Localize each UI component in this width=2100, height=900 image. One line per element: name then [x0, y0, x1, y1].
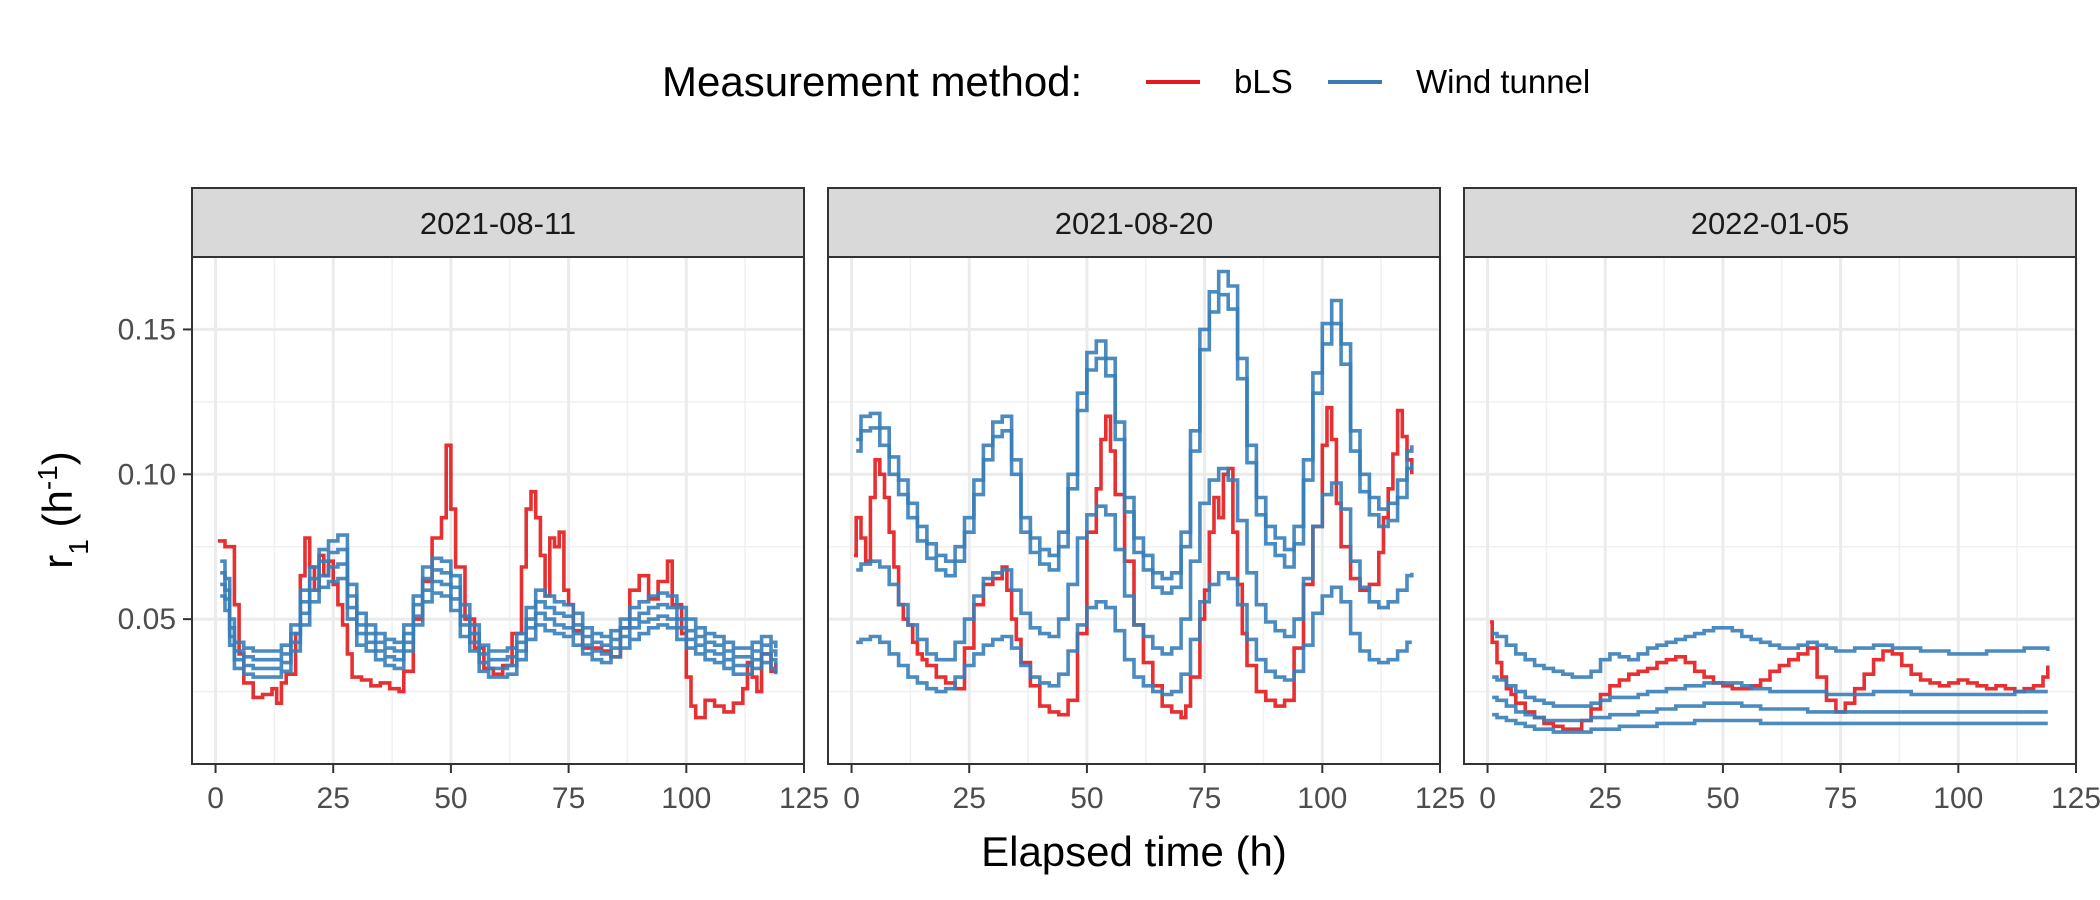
series-line-wind-tunnel-2: [856, 292, 1414, 595]
x-tick-label: 75: [1188, 782, 1221, 815]
strip-background: [827, 187, 1441, 258]
x-tick-label: 0: [843, 782, 860, 815]
y-tick-label: 0.05: [118, 603, 176, 636]
x-tick-label: 50: [1070, 782, 1103, 815]
x-tick-label: 0: [1479, 782, 1496, 815]
panel-background: [192, 257, 804, 764]
x-tick-label: 25: [1589, 782, 1622, 815]
strip-label: 2021-08-20: [1055, 206, 1214, 241]
series-line-wind-tunnel-3: [220, 562, 778, 671]
x-tick-label: 50: [1706, 782, 1739, 815]
series-line-wind-tunnel-1: [220, 533, 778, 653]
x-tick-label: 125: [779, 782, 829, 815]
x-axis-title-group: Elapsed time (h): [981, 828, 1287, 875]
x-tick-label: 125: [1415, 782, 1465, 815]
x-tick-label: 25: [317, 782, 350, 815]
series-line-wind-tunnel-4: [220, 576, 778, 679]
strip-label: 2022-01-05: [1691, 206, 1850, 241]
strip-label: 2021-08-11: [420, 206, 576, 241]
strip-background: [191, 187, 805, 258]
y-tick-label: 0.10: [118, 458, 176, 491]
x-tick-label: 0: [207, 782, 224, 815]
y-axis-title-unit-open: (h: [34, 490, 81, 539]
y-axis-title-main: r: [34, 555, 81, 569]
y-axis-title-superscript: -1: [32, 465, 63, 490]
series-line-wind-tunnel-3: [1492, 695, 2048, 723]
x-tick-label: 25: [953, 782, 986, 815]
y-axis-title-group: r1 (h-1): [32, 451, 94, 569]
panels: 2021-08-110 25 50 75 100 1250.050.100.152021-…: [118, 187, 2100, 815]
strip-background: [1463, 187, 2077, 258]
y-axis-title-unit-close: ): [34, 451, 81, 465]
series-line-bls-0: [217, 443, 778, 720]
x-tick-label: 100: [661, 782, 711, 815]
y-tick-label: 0.15: [118, 313, 176, 346]
x-tick-label: 50: [434, 782, 467, 815]
series-line-wind-tunnel-1: [1492, 626, 2050, 679]
x-tick-label: 100: [1297, 782, 1347, 815]
panel-2021-08-20: 2021-08-20 0 25 50 75 100 125: [827, 187, 1465, 815]
series-line-wind-tunnel-2: [1492, 675, 2048, 708]
x-axis-title: Elapsed time (h): [981, 828, 1287, 875]
y-axis-title: r1 (h-1): [32, 451, 94, 569]
panel-2021-08-11: 2021-08-11 0 25 50 75 100 125 0.05 0.10 0.15: [118, 187, 829, 815]
series-line-wind-tunnel-3: [856, 466, 1414, 662]
legend-label-wind-tunnel: Wind tunnel: [1416, 63, 1590, 100]
series-line-bls-0: [853, 405, 1414, 720]
series-line-wind-tunnel-4: [856, 571, 1412, 697]
legend-label-bls: bLS: [1234, 63, 1293, 100]
panel-2022-01-05: 2022-01-05 0 25 50 75 100 125: [1463, 187, 2100, 815]
series-line-wind-tunnel-4: [1492, 712, 2048, 734]
series-line-wind-tunnel-2: [220, 547, 778, 662]
legend-title: Measurement method:: [662, 58, 1082, 105]
legend: Measurement method: bLS Wind tunnel: [662, 58, 1590, 105]
x-tick-label: 75: [1824, 782, 1857, 815]
x-tick-label: 75: [552, 782, 585, 815]
x-tick-label: 125: [2051, 782, 2100, 815]
x-tick-label: 100: [1933, 782, 1983, 815]
y-axis-title-subscript: 1: [63, 539, 94, 555]
series-line-bls-0: [1489, 620, 2050, 731]
